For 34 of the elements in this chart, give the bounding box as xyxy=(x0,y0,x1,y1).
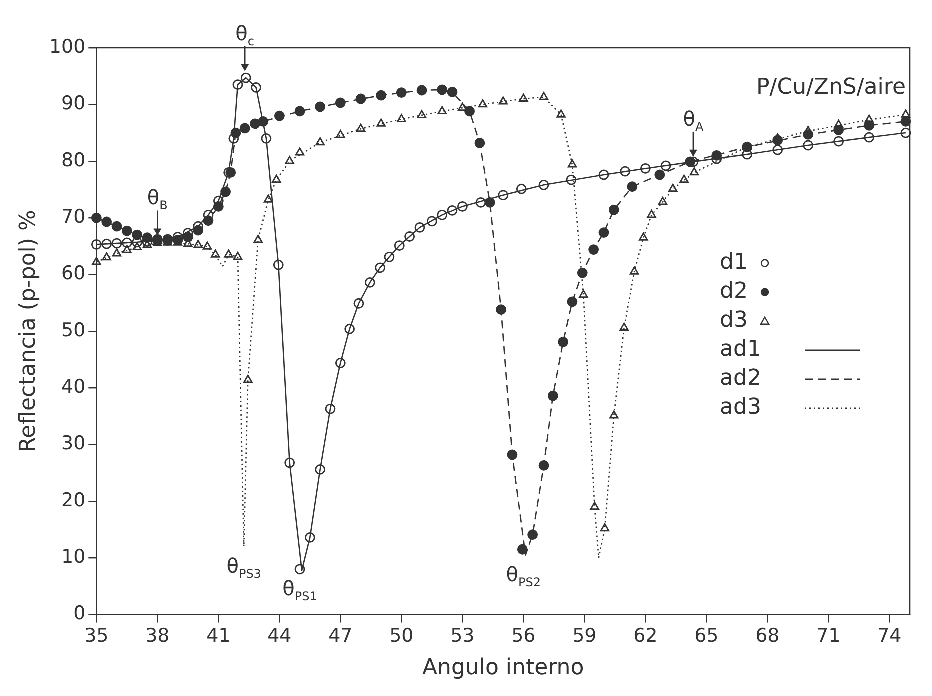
legend-label: ad2 xyxy=(720,366,762,392)
x-tick-label: 65 xyxy=(694,625,719,648)
y-tick-label: 80 xyxy=(61,149,86,172)
x-tick-label: 38 xyxy=(146,625,170,648)
legend-label: d1 xyxy=(720,250,748,276)
x-axis-title: Angulo interno xyxy=(422,656,584,681)
x-tick-label: 44 xyxy=(268,625,292,648)
x-tick-label: 56 xyxy=(512,625,536,648)
y-tick-label: 60 xyxy=(61,262,86,285)
y-tick-label: 30 xyxy=(61,432,86,455)
y-axis-title: Reflectancia (p-pol) % xyxy=(16,210,41,453)
y-tick-label: 70 xyxy=(61,206,86,228)
annotation: P/Cu/ZnS/aire xyxy=(756,75,906,100)
legend-label: ad3 xyxy=(720,395,762,420)
x-tick-label: 68 xyxy=(756,625,780,648)
x-tick-label: 41 xyxy=(206,625,231,648)
y-tick-label: 100 xyxy=(49,36,86,58)
y-tick-label: 90 xyxy=(61,92,86,115)
y-tick-label: 20 xyxy=(61,489,86,512)
y-tick-label: 10 xyxy=(61,546,86,568)
x-tick-label: 74 xyxy=(878,625,902,648)
x-tick-label: 53 xyxy=(450,625,475,648)
x-tick-label: 62 xyxy=(634,625,658,648)
legend-label: d2 xyxy=(720,279,748,304)
x-tick-label: 47 xyxy=(328,625,353,648)
x-tick-label: 35 xyxy=(84,625,109,648)
y-tick-label: 0 xyxy=(74,602,86,625)
legend-label: ad1 xyxy=(720,337,762,362)
y-tick-label: 40 xyxy=(61,376,86,398)
y-tick-label: 50 xyxy=(61,319,86,342)
x-tick-label: 71 xyxy=(816,625,841,648)
legend-label: d3 xyxy=(720,308,748,334)
x-tick-label: 59 xyxy=(572,625,597,648)
x-tick-label: 50 xyxy=(390,625,414,648)
